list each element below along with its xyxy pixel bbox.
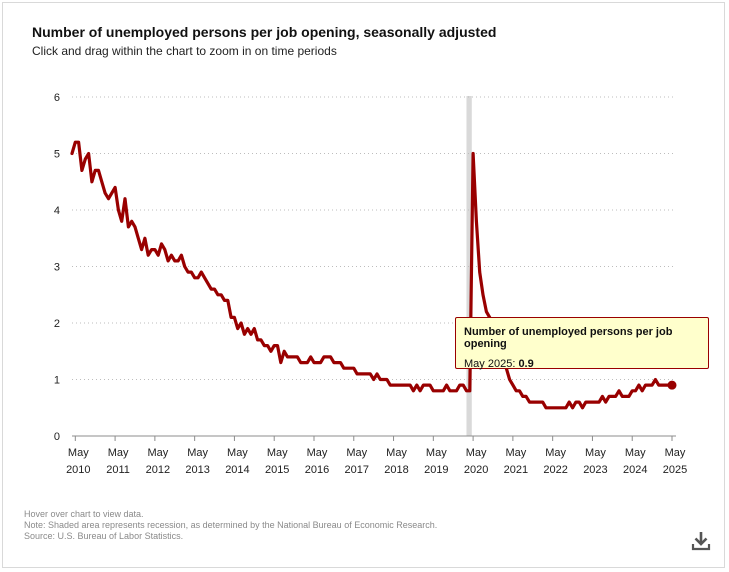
tooltip-colon: : <box>512 358 519 370</box>
x-tick-year: 2019 <box>424 464 448 476</box>
x-tick-month: May <box>267 447 288 459</box>
x-tick-month: May <box>466 447 487 459</box>
x-tick-year: 2022 <box>543 464 567 476</box>
tooltip-value: 0.9 <box>518 358 534 370</box>
tooltip-title: Number of unemployed persons per job ope… <box>464 326 673 350</box>
x-tick-year: 2018 <box>384 464 408 476</box>
y-tick-label: 0 <box>54 431 60 443</box>
tooltip-date: May 2025 <box>464 358 513 370</box>
x-tick-month: May <box>227 447 248 459</box>
x-tick-year: 2025 <box>663 464 687 476</box>
tooltip-value-row: May 2025: 0.9 <box>464 358 700 370</box>
recession-shade <box>466 96 472 436</box>
x-tick-month: May <box>585 447 606 459</box>
x-tick-year: 2011 <box>106 464 130 476</box>
x-tick-year: 2020 <box>464 464 488 476</box>
y-tick-label: 6 <box>54 92 60 104</box>
recession-note: Note: Shaded area represents recession, … <box>24 520 438 530</box>
x-tick-month: May <box>68 447 89 459</box>
x-tick-month: May <box>545 447 566 459</box>
x-tick-year: 2017 <box>345 464 369 476</box>
x-tick-year: 2015 <box>265 464 289 476</box>
x-tick-month: May <box>426 447 447 459</box>
y-tick-label: 3 <box>54 262 60 274</box>
chart-title: Number of unemployed persons per job ope… <box>32 24 497 40</box>
y-tick-label: 5 <box>54 149 60 161</box>
hover-tooltip: Number of unemployed persons per job ope… <box>455 317 709 370</box>
y-tick-label: 1 <box>54 375 60 387</box>
x-tick-month: May <box>625 447 646 459</box>
chart-subtitle: Click and drag within the chart to zoom … <box>32 44 337 58</box>
series-line <box>70 140 674 410</box>
x-tick-month: May <box>147 447 168 459</box>
x-tick-month: May <box>187 447 208 459</box>
y-tick-label: 2 <box>54 318 60 330</box>
x-tick-year: 2012 <box>146 464 170 476</box>
x-tick-year: 2010 <box>66 464 90 476</box>
x-tick-year: 2023 <box>583 464 607 476</box>
x-tick-month: May <box>307 447 328 459</box>
x-tick-month: May <box>505 447 526 459</box>
x-tick-month: May <box>346 447 367 459</box>
x-tick-month: May <box>665 447 686 459</box>
chart-notes: Hover over chart to view data. Note: Sha… <box>24 509 437 542</box>
highlight-point <box>667 380 677 390</box>
x-tick-year: 2021 <box>504 464 528 476</box>
source-note: Source: U.S. Bureau of Labor Statistics. <box>24 531 184 541</box>
y-tick-label: 4 <box>54 205 60 217</box>
x-tick-year: 2016 <box>305 464 329 476</box>
hover-hint: Hover over chart to view data. <box>24 509 144 519</box>
x-tick-month: May <box>108 447 129 459</box>
x-tick-year: 2024 <box>623 464 647 476</box>
download-icon[interactable] <box>690 530 712 552</box>
x-tick-month: May <box>386 447 407 459</box>
x-tick-year: 2013 <box>185 464 209 476</box>
x-tick-year: 2014 <box>225 464 249 476</box>
